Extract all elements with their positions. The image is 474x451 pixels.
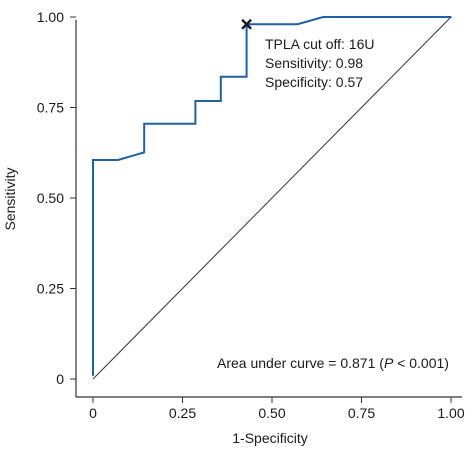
roc-point <box>117 159 119 161</box>
roc-point <box>143 151 145 154</box>
sensitivity-label: Sensitivity: 0.98 <box>265 55 363 71</box>
auc-p: P <box>384 355 394 371</box>
auc-prefix: Area under curve = 0.871 ( <box>217 355 384 371</box>
roc-point <box>220 100 222 102</box>
y-tick-label: 0.75 <box>37 100 64 116</box>
roc-point <box>194 100 197 102</box>
cutoff-annotation: TPLA cut off: 16U Sensitivity: 0.98 Spec… <box>265 36 374 90</box>
y-tick-label: 0.50 <box>37 190 64 206</box>
roc-point <box>245 75 248 78</box>
x-axis-ticks: 0 0.25 0.50 0.75 1.00 <box>89 397 465 421</box>
specificity-label: Specificity: 0.57 <box>265 74 363 90</box>
roc-point <box>220 75 222 78</box>
roc-point <box>296 23 299 26</box>
x-tick-label: 0.75 <box>348 405 375 421</box>
roc-point <box>143 122 145 125</box>
y-axis-title: Sensitivity <box>2 167 18 230</box>
cutoff-marker <box>241 18 252 30</box>
x-axis-title: 1-Specificity <box>232 430 307 446</box>
y-tick-label: 0 <box>56 371 64 387</box>
cutoff-marker-stroke <box>241 18 252 30</box>
x-tick-label: 0.25 <box>169 405 196 421</box>
y-tick-label: 1.00 <box>37 9 64 25</box>
cutoff-label: TPLA cut off: 16U <box>265 36 374 52</box>
auc-annotation: Area under curve = 0.871 (P < 0.001) <box>217 355 449 371</box>
roc-curve-line <box>92 16 451 376</box>
y-axis-ticks: 0 0.25 0.50 0.75 1.00 <box>37 9 76 387</box>
roc-point <box>92 374 94 377</box>
roc-point <box>322 16 324 18</box>
auc-suffix: < 0.001) <box>393 355 449 371</box>
y-tick-label: 0.25 <box>37 281 64 297</box>
x-tick-label: 1.00 <box>437 405 464 421</box>
plot-frame <box>75 20 462 398</box>
x-tick-label: 0.50 <box>258 405 285 421</box>
roc-point <box>450 16 452 18</box>
roc-point <box>92 159 94 161</box>
reference-diagonal-line <box>92 16 452 380</box>
roc-point <box>194 122 197 125</box>
x-tick-label: 0 <box>89 405 97 421</box>
